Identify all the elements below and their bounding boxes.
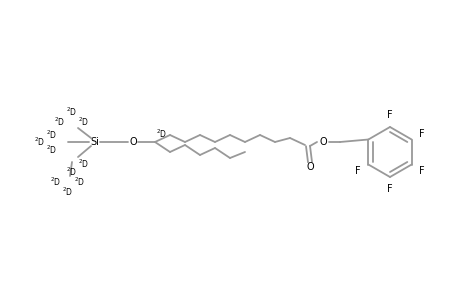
Text: $^{2}$D: $^{2}$D xyxy=(156,128,167,140)
Text: $^{2}$D: $^{2}$D xyxy=(54,116,66,128)
Text: $^{2}$D: $^{2}$D xyxy=(46,144,57,156)
Text: F: F xyxy=(354,166,360,176)
Text: F: F xyxy=(386,110,392,120)
Text: F: F xyxy=(386,184,392,194)
Text: $^{2}$D: $^{2}$D xyxy=(66,166,78,178)
Text: $^{2}$D: $^{2}$D xyxy=(50,176,62,188)
Text: Si: Si xyxy=(90,137,99,147)
Text: O: O xyxy=(306,162,313,172)
Text: $^{2}$D: $^{2}$D xyxy=(74,176,85,188)
Text: $^{2}$D: $^{2}$D xyxy=(34,136,45,148)
Text: $^{2}$D: $^{2}$D xyxy=(62,186,73,198)
Text: $^{2}$D: $^{2}$D xyxy=(66,106,78,118)
Text: F: F xyxy=(418,166,424,176)
Text: $^{2}$D: $^{2}$D xyxy=(46,129,57,141)
Text: $^{2}$D: $^{2}$D xyxy=(78,158,90,170)
Text: $^{2}$D: $^{2}$D xyxy=(78,116,90,128)
Text: O: O xyxy=(129,137,136,147)
Text: F: F xyxy=(418,128,424,139)
Text: O: O xyxy=(319,137,326,147)
